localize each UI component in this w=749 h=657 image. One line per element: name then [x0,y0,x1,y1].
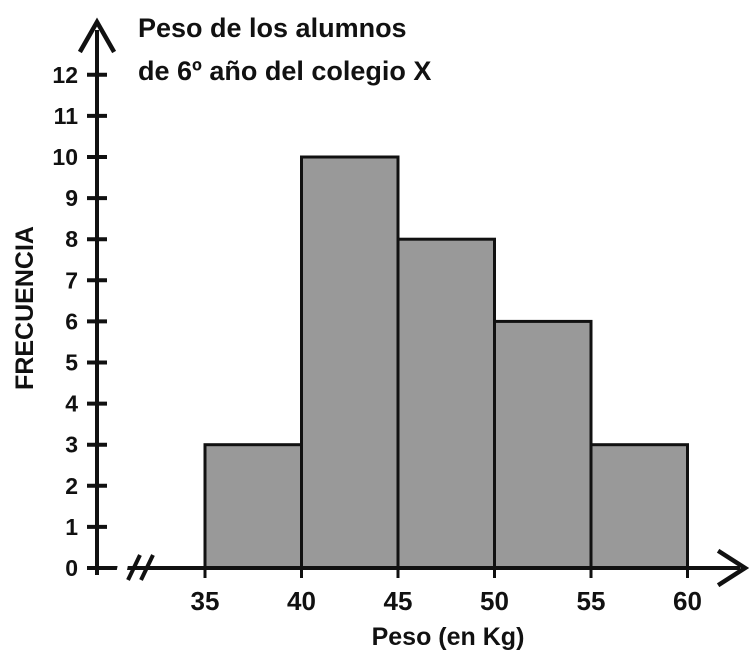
histogram-bar-40-45 [300,155,400,570]
y-tick-label-2: 2 [65,473,78,499]
y-tick-label-9: 9 [65,185,78,211]
y-axis-arrow-head [77,17,117,54]
y-tick-label-10: 10 [52,144,78,170]
y-tick-label-12: 12 [52,62,78,88]
y-tick-label-1: 1 [65,514,78,540]
y-tick-label-7: 7 [65,267,78,293]
y-axis-label: FRECUENCIA [11,226,39,390]
x-tick-label-55: 55 [577,586,606,616]
y-tick-label-4: 4 [65,391,78,417]
x-ticks-layer: 35 40 45 50 55 60 [191,566,702,616]
x-tick-label-60: 60 [673,586,702,616]
x-tick-label-50: 50 [480,586,509,616]
x-tick-label-40: 40 [287,586,316,616]
histogram-bar-55-60 [589,443,689,570]
y-tick-label-5: 5 [65,350,78,376]
x-axis-label: Peso (en Kg) [372,623,525,651]
y-tick-label-6: 6 [65,308,78,334]
x-tick-label-45: 45 [384,586,413,616]
x-axis-break-mark [115,553,155,581]
histogram-bar-35-40 [203,443,303,570]
y-tick-label-8: 8 [65,226,78,252]
x-tick-label-35: 35 [191,586,220,616]
y-tick-label-0: 0 [65,555,78,581]
chart-title-line-2: de 6º año del colegio X [138,56,431,86]
histogram-bar-45-50 [396,237,496,570]
bars-layer [203,155,689,570]
x-axis-arrow-head [716,548,749,588]
histogram-bar-50-55 [493,319,593,570]
chart-title-line-1: Peso de los alumnos [138,13,407,43]
y-tick-label-11: 11 [54,103,79,129]
y-tick-label-3: 3 [65,432,78,458]
